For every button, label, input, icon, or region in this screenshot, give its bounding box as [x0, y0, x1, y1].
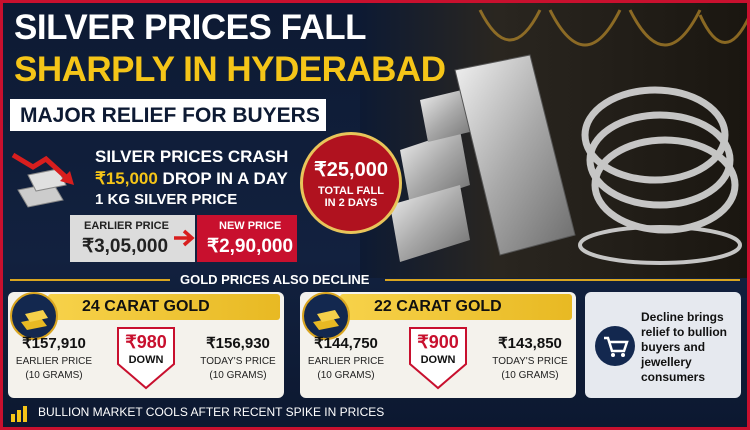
caption: TODAY'S PRICE	[200, 356, 276, 367]
drop-label: DROP IN A DAY	[162, 169, 288, 188]
caption: (10 GRAMS)	[501, 370, 559, 381]
new-price-box: NEW PRICE ₹2,90,000	[197, 215, 297, 262]
total-fall-badge: ₹25,000 TOTAL FALL IN 2 DAYS	[300, 132, 402, 234]
silver-drop: ₹15,000 DROP IN A DAY	[95, 169, 288, 189]
caption: TODAY'S PRICE	[492, 356, 568, 367]
value: ₹2,90,000	[207, 236, 294, 257]
earlier-price-box: EARLIER PRICE ₹3,05,000	[70, 215, 195, 262]
change-label: DOWN	[128, 354, 164, 366]
divider	[385, 279, 740, 281]
chart-icon	[11, 406, 27, 422]
today-price: ₹143,850	[498, 335, 562, 352]
caption: (10 GRAMS)	[317, 370, 375, 381]
arrow	[174, 229, 195, 247]
badge-amount: ₹25,000	[314, 159, 388, 181]
card-title: 24 CARAT GOLD	[82, 298, 210, 315]
footer: BULLION MARKET COOLS AFTER RECENT SPIKE …	[38, 405, 385, 419]
badge-text: TOTAL FALL	[318, 185, 384, 197]
label: EARLIER PRICE	[84, 220, 169, 232]
subtitle: MAJOR RELIEF FOR BUYERS	[20, 104, 320, 127]
change: ₹980	[125, 332, 167, 352]
gold-card: 24 CARAT GOLD ₹157,910 EARLIER PRICE (10 GR…	[8, 292, 284, 398]
today-price: ₹156,930	[206, 335, 270, 352]
caption: EARLIER PRICE	[15, 356, 93, 367]
silver-headline: SILVER PRICES CRASH	[95, 147, 289, 166]
card-header: 24 CARAT GOLD	[48, 294, 280, 320]
change: ₹900	[417, 332, 459, 352]
photo	[360, 0, 750, 278]
caption: (10 GRAMS)	[25, 370, 83, 381]
drop-amount: ₹15,000	[95, 169, 158, 188]
note-text: Decline brings relief to bullion buyers …	[641, 310, 727, 384]
gold-icon	[10, 292, 58, 340]
change-label: DOWN	[420, 354, 456, 366]
caption: (10 GRAMS)	[209, 370, 267, 381]
caption: EARLIER PRICE	[307, 356, 385, 367]
subtitle-banner: MAJOR RELIEF FOR BUYERS	[10, 99, 326, 131]
badge-text: IN 2 DAYS	[324, 197, 378, 209]
label: NEW PRICE	[219, 220, 282, 232]
value: ₹3,05,000	[82, 236, 169, 257]
card-header: 22 CARAT GOLD	[340, 294, 572, 320]
cart-icon	[595, 326, 635, 366]
title: SILVER PRICES FALL	[14, 8, 367, 47]
note-card: Decline brings relief to bullion buyers …	[585, 292, 741, 398]
card-title: 22 CARAT GOLD	[374, 298, 502, 315]
earlier-price: ₹144,750	[314, 335, 378, 352]
change-arrow	[108, 324, 184, 394]
silver-icon	[11, 152, 74, 208]
silver-unit: 1 KG SILVER PRICE	[95, 191, 238, 208]
gold-card: 22 CARAT GOLD ₹144,750 EARLIER PRICE (10 GR…	[300, 292, 576, 398]
gold-icon	[302, 292, 350, 340]
title: SHARPLY IN HYDERABAD	[14, 50, 446, 89]
earlier-price: ₹157,910	[22, 335, 86, 352]
change-arrow	[400, 324, 476, 394]
divider	[10, 279, 170, 281]
section-title: GOLD PRICES ALSO DECLINE	[180, 272, 370, 287]
